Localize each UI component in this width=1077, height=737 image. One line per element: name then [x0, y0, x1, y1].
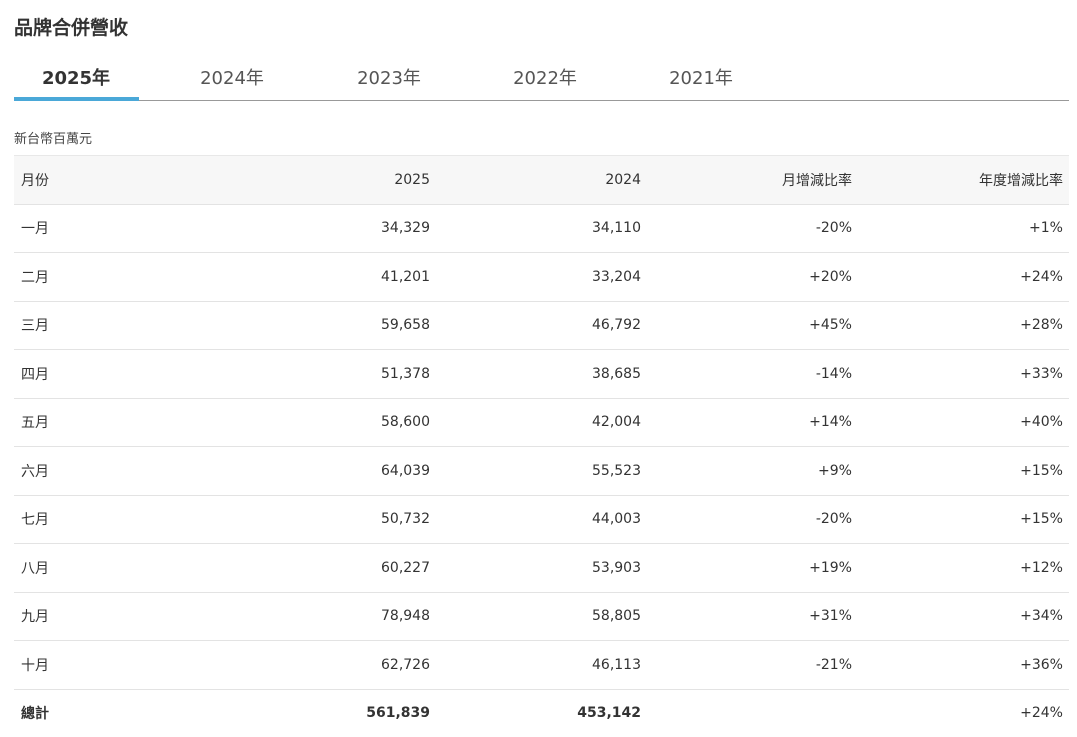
- month-cell: 十月: [14, 640, 225, 690]
- month-cell: 九月: [14, 592, 225, 641]
- page-title: 品牌合併營收: [14, 17, 129, 39]
- value-cell: 38,685: [436, 349, 647, 399]
- header-row: 月份 2025 2024 月增減比率 年度增減比率: [14, 155, 1069, 205]
- value-cell: +45%: [647, 301, 858, 350]
- value-cell: 64,039: [225, 446, 436, 496]
- value-cell: +14%: [647, 398, 858, 447]
- value-cell: +1%: [858, 204, 1069, 253]
- month-cell: 四月: [14, 349, 225, 399]
- total-value: 453,142: [577, 705, 641, 722]
- total-value: 561,839: [366, 705, 430, 722]
- total-row: 總計 561,839 453,142 +24%: [14, 689, 1069, 737]
- column-header: 月增減比率: [647, 155, 858, 205]
- value-cell: +12%: [858, 543, 1069, 593]
- value-cell: +20%: [647, 252, 858, 302]
- revenue-table: 月份 2025 2024 月增減比率 年度增減比率 一月 34,329 34,110 -20%…: [14, 155, 1069, 737]
- column-header: 2024: [436, 155, 647, 205]
- month-cell: 三月: [14, 301, 225, 350]
- value-cell: +34%: [858, 592, 1069, 641]
- value-cell: 59,658: [225, 301, 436, 350]
- total-yoy: +24%: [1020, 705, 1063, 722]
- unit-label: 新台幣百萬元: [14, 132, 93, 147]
- value-cell: +24%: [858, 252, 1069, 302]
- value-cell: 46,113: [436, 640, 647, 690]
- value-cell: 51,378: [225, 349, 436, 399]
- table-row: 三月 59,658 46,792 +45% +28%: [14, 301, 1069, 350]
- value-cell: +15%: [858, 446, 1069, 496]
- month-cell: 七月: [14, 495, 225, 544]
- month-cell: 五月: [14, 398, 225, 447]
- value-cell: 58,600: [225, 398, 436, 447]
- value-cell: 58,805: [436, 592, 647, 641]
- table-row: 九月 78,948 58,805 +31% +34%: [14, 592, 1069, 641]
- value-cell: 34,329: [225, 204, 436, 253]
- table-row: 七月 50,732 44,003 -20% +15%: [14, 495, 1069, 544]
- table-row: 二月 41,201 33,204 +20% +24%: [14, 252, 1069, 302]
- column-header: 年度增減比率: [858, 155, 1069, 205]
- value-cell: 42,004: [436, 398, 647, 447]
- year-tab[interactable]: 2025年: [41, 68, 111, 89]
- month-cell: 八月: [14, 543, 225, 593]
- value-cell: +33%: [858, 349, 1069, 399]
- value-cell: 60,227: [225, 543, 436, 593]
- column-header: 月份: [14, 155, 225, 205]
- table-row: 四月 51,378 38,685 -14% +33%: [14, 349, 1069, 399]
- year-tab[interactable]: 2023年: [357, 68, 421, 89]
- value-cell: 53,903: [436, 543, 647, 593]
- value-cell: +19%: [647, 543, 858, 593]
- column-header: 2025: [225, 155, 436, 205]
- year-tab[interactable]: 2022年: [513, 68, 577, 89]
- value-cell: +40%: [858, 398, 1069, 447]
- table-row: 十月 62,726 46,113 -21% +36%: [14, 640, 1069, 690]
- year-tab[interactable]: 2024年: [200, 68, 264, 89]
- total-blank: [647, 689, 858, 737]
- value-cell: 46,792: [436, 301, 647, 350]
- value-cell: -20%: [647, 495, 858, 544]
- value-cell: +15%: [858, 495, 1069, 544]
- table-row: 五月 58,600 42,004 +14% +40%: [14, 398, 1069, 447]
- year-tab[interactable]: 2021年: [669, 68, 733, 89]
- month-cell: 六月: [14, 446, 225, 496]
- value-cell: 78,948: [225, 592, 436, 641]
- value-cell: +36%: [858, 640, 1069, 690]
- table-row: 六月 64,039 55,523 +9% +15%: [14, 446, 1069, 496]
- active-tab-indicator: [13, 97, 139, 101]
- value-cell: 50,732: [225, 495, 436, 544]
- table-row: 一月 34,329 34,110 -20% +1%: [14, 204, 1069, 253]
- table-body: 一月 34,329 34,110 -20% +1% 二月 41,201 33,204 +20% +…: [14, 204, 1069, 737]
- value-cell: +9%: [647, 446, 858, 496]
- month-cell: 一月: [14, 204, 225, 253]
- value-cell: 34,110: [436, 204, 647, 253]
- value-cell: -14%: [647, 349, 858, 399]
- value-cell: +28%: [858, 301, 1069, 350]
- table-row: 八月 60,227 53,903 +19% +12%: [14, 543, 1069, 593]
- value-cell: +31%: [647, 592, 858, 641]
- value-cell: 62,726: [225, 640, 436, 690]
- year-tabs: 2025年 2024年 2023年 2022年 2021年: [13, 60, 1069, 101]
- month-cell: 二月: [14, 252, 225, 302]
- value-cell: 41,201: [225, 252, 436, 302]
- value-cell: -20%: [647, 204, 858, 253]
- value-cell: 55,523: [436, 446, 647, 496]
- total-label: 總計: [21, 706, 49, 723]
- value-cell: -21%: [647, 640, 858, 690]
- value-cell: 44,003: [436, 495, 647, 544]
- value-cell: 33,204: [436, 252, 647, 302]
